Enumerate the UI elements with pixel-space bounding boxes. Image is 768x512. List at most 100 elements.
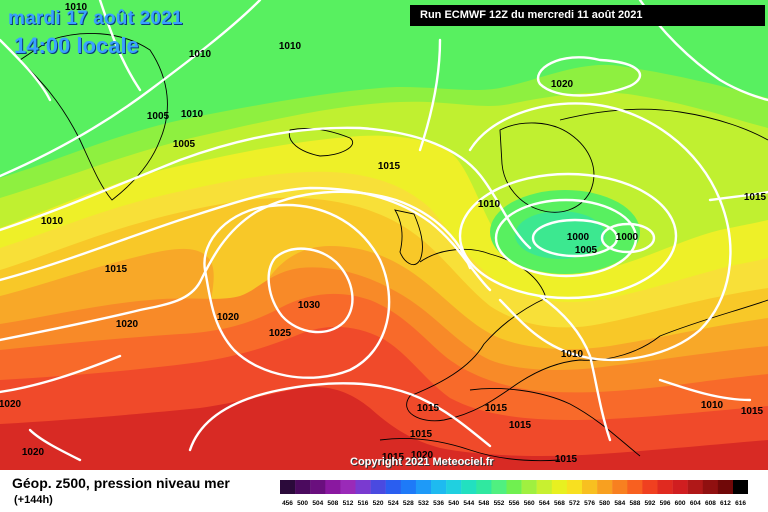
legend-label: 580	[599, 500, 610, 507]
legend-label: 544	[463, 500, 474, 507]
pressure-label: 1015	[410, 429, 433, 440]
pressure-label: 1015	[382, 452, 405, 463]
legend-swatch	[627, 480, 643, 494]
legend-swatch	[355, 480, 371, 494]
pressure-label: 1015	[485, 403, 508, 414]
pressure-label: 1015	[417, 403, 440, 414]
legend-label: 560	[524, 500, 535, 507]
pressure-label: 1010	[189, 49, 212, 60]
pressure-label: 1020	[22, 447, 45, 458]
legend-swatch	[506, 480, 522, 494]
pressure-label: 1010	[279, 41, 302, 52]
legend-swatch	[612, 480, 628, 494]
legend-swatch	[325, 480, 341, 494]
pressure-label: 1025	[269, 328, 292, 339]
pressure-label: 1010	[41, 216, 64, 227]
lead-time: (+144h)	[14, 494, 53, 506]
legend-label: 504	[312, 500, 323, 507]
legend-swatch	[717, 480, 734, 494]
legend-swatch	[400, 480, 417, 494]
legend-label: 568	[554, 500, 565, 507]
legend-swatch	[415, 480, 432, 494]
pressure-label: 1015	[105, 264, 128, 275]
pressure-label: 1005	[575, 245, 598, 256]
pressure-label: 1005	[147, 111, 170, 122]
pressure-label: 1005	[173, 139, 196, 150]
pressure-label: 1020	[551, 79, 574, 90]
legend-swatch	[295, 480, 311, 494]
forecast-date: mardi 17 août 2021	[8, 8, 183, 29]
pressure-label: 1010	[561, 349, 584, 360]
legend-swatch	[672, 480, 688, 494]
legend-label: 512	[343, 500, 354, 507]
legend-label: 600	[675, 500, 686, 507]
pressure-labels: 1010 1010 1010 1005 1010 1005 1015 1020 1010 1015…	[0, 2, 767, 465]
legend-swatch	[491, 480, 507, 494]
forecast-map: 1010 1010 1010 1005 1010 1005 1015 1020 1010 1015…	[0, 0, 768, 470]
legend-swatch	[566, 480, 583, 494]
pressure-label: 1015	[509, 420, 532, 431]
legend-label: 528	[403, 500, 414, 507]
legend-label: 584	[614, 500, 625, 507]
color-scale-legend: 456 500 504 508 512 516 520 524 528 532 536 540 544 5…	[280, 480, 748, 507]
pressure-label: 1000	[616, 232, 639, 243]
pressure-label: 1020	[116, 319, 139, 330]
pressure-label: 1020	[411, 450, 434, 461]
pressure-label: 1015	[555, 454, 578, 465]
legend-label: 556	[509, 500, 520, 507]
legend-label: 536	[433, 500, 444, 507]
legend-swatch	[461, 480, 477, 494]
pressure-label: 1000	[567, 232, 590, 243]
legend-label: 524	[388, 500, 399, 507]
legend-label: 604	[690, 500, 701, 507]
legend-swatch	[702, 480, 719, 494]
pressure-label: 1030	[298, 300, 321, 311]
legend-label: 612	[720, 500, 731, 507]
copyright-text: Copyright 2021 Meteociel.fr	[350, 456, 494, 468]
legend-label: 532	[418, 500, 429, 507]
legend-swatch	[446, 480, 462, 494]
run-info-banner: Run ECMWF 12Z du mercredi 11 août 2021	[410, 5, 765, 26]
legend-swatch	[340, 480, 356, 494]
legend-label: 616	[735, 500, 746, 507]
forecast-time: 14:00 locale	[14, 33, 139, 58]
legend-label: 520	[373, 500, 384, 507]
product-title: Géop. z500, pression niveau mer	[12, 475, 230, 491]
legend-swatch	[642, 480, 658, 494]
legend-swatch	[431, 480, 447, 494]
legend-swatch	[551, 480, 568, 494]
legend-label: 508	[327, 500, 338, 507]
legend-swatch	[597, 480, 613, 494]
legend-swatch	[687, 480, 703, 494]
legend-label: 564	[539, 500, 550, 507]
legend-swatch	[657, 480, 673, 494]
legend-swatch	[476, 480, 492, 494]
pressure-label: 1010	[478, 199, 501, 210]
pressure-label: 1010	[65, 2, 88, 13]
legend-label: 576	[584, 500, 595, 507]
legend-swatch	[733, 480, 748, 494]
pressure-label: 1010	[181, 109, 204, 120]
map-canvas: 1010 1010 1010 1005 1010 1005 1015 1020 1010 1015…	[0, 0, 768, 470]
legend-label: 552	[494, 500, 505, 507]
pressure-label: 1015	[741, 406, 764, 417]
legend-label: 572	[569, 500, 580, 507]
legend-label: 456	[282, 500, 293, 507]
pressure-label: 1015	[378, 161, 401, 172]
legend-label: 500	[297, 500, 308, 507]
pressure-label: 1010	[701, 400, 724, 411]
legend-swatch	[582, 480, 598, 494]
coastlines	[19, 33, 768, 462]
legend-swatch	[310, 480, 326, 494]
legend-label: 516	[358, 500, 369, 507]
legend-swatch	[536, 480, 552, 494]
legend-label: 548	[478, 500, 489, 507]
legend-swatch	[280, 480, 296, 494]
pressure-label: 1015	[744, 192, 767, 203]
legend-label: 588	[629, 500, 640, 507]
map-footer: Géop. z500, pression niveau mer (+144h) …	[0, 470, 768, 512]
legend-label: 596	[660, 500, 671, 507]
legend-label: 608	[705, 500, 716, 507]
legend-label: 592	[644, 500, 655, 507]
